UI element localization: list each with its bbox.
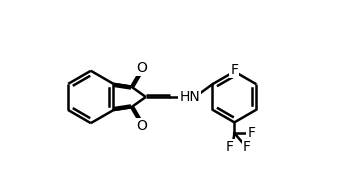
Text: F: F — [247, 126, 255, 140]
Text: O: O — [136, 119, 147, 133]
Text: F: F — [226, 140, 234, 154]
Text: HN: HN — [179, 90, 200, 104]
Text: F: F — [230, 63, 239, 77]
Text: F: F — [243, 140, 251, 154]
Text: O: O — [136, 61, 147, 75]
